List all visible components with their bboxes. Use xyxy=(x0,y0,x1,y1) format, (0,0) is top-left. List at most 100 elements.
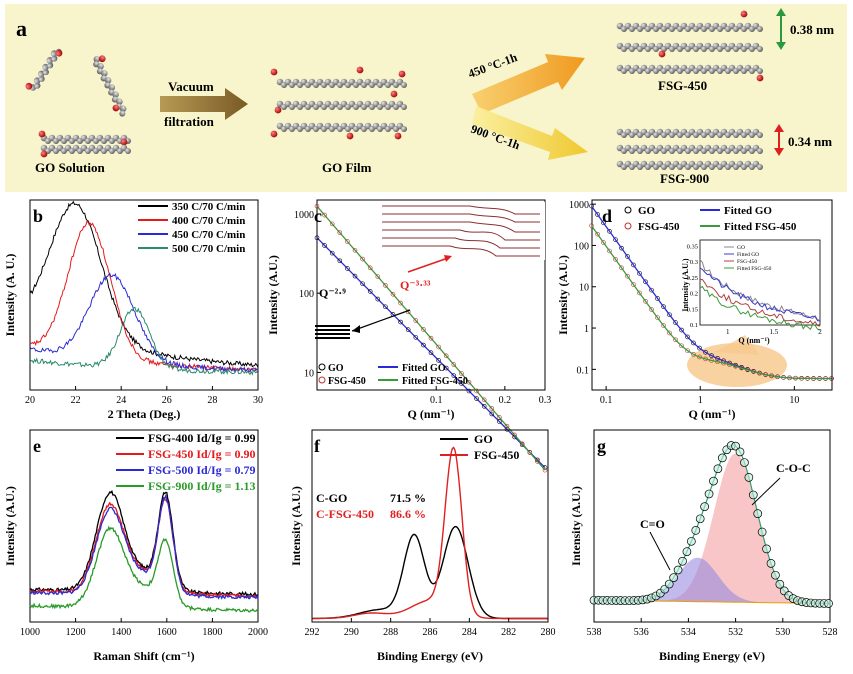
oxygen-atom xyxy=(346,132,354,140)
carbon-atom xyxy=(108,84,116,91)
data-point xyxy=(459,381,464,386)
legend-label: FSG-450 xyxy=(638,221,680,233)
data-point xyxy=(345,266,350,271)
legend-label: 500 C/70 C/min xyxy=(172,243,245,255)
data-point xyxy=(519,441,525,447)
panel-d-zoom-wedge xyxy=(715,335,760,355)
fsg900-layer xyxy=(616,128,763,138)
inset-y-tick: 0.1 xyxy=(690,322,698,329)
panel-c: c Q⁻²·⁹ Q⁻³·³³ GO FSG-450 Fitted GO Fitted … xyxy=(266,199,552,473)
carbon-atom xyxy=(112,91,119,98)
carbon-atom xyxy=(42,63,49,71)
data-point xyxy=(700,502,709,511)
legend-label: 350 C/70 C/min xyxy=(172,201,245,213)
data-point xyxy=(607,228,612,234)
inset-x-tick: 2 xyxy=(818,328,822,336)
panel-f-curves xyxy=(312,446,548,620)
spacing-arrow-900 xyxy=(774,124,784,156)
x-tick-label: 538 xyxy=(587,627,602,638)
legend-label: FSG-400 Id/Ig = 0.99 xyxy=(148,431,256,445)
data-point xyxy=(691,352,696,357)
panel-g-coc-label: C-O-C xyxy=(776,461,811,475)
legend-label: FSG-900 Id/Ig = 1.13 xyxy=(148,479,256,493)
inset-y-tick: 0.2 xyxy=(690,291,698,298)
panel-f-xlabel: Binding Energy (eV) xyxy=(377,649,483,663)
panel-c-ylabel: Intensity (A.U.) xyxy=(266,255,280,335)
data-point xyxy=(697,354,702,360)
carbon-atom xyxy=(51,55,58,62)
panel-f-xticks: 292 290 288 286 284 282 280 xyxy=(305,618,556,638)
legend-label: 450 C/70 C/min xyxy=(172,229,245,241)
data-point xyxy=(512,432,517,438)
legend-label: Fitted FSG-450 xyxy=(402,376,468,387)
panel-c-q-exponent-fsg: Q⁻³·³³ xyxy=(400,278,431,292)
legend-label: 400 C/70 C/min xyxy=(172,215,245,227)
legend-label: FSG-500 Id/Ig = 0.79 xyxy=(148,463,256,477)
oxygen-atom xyxy=(120,138,128,146)
data-point xyxy=(337,230,343,235)
legend-label: GO xyxy=(474,432,493,446)
fsg450-layer xyxy=(616,10,763,32)
inset-x-tick: 1.5 xyxy=(769,328,778,336)
panel-g-frame xyxy=(593,429,831,623)
x-tick-label: 1000 xyxy=(20,627,40,638)
panel-a-background xyxy=(5,4,847,192)
oxygen-atom xyxy=(55,49,63,57)
data-point xyxy=(459,371,464,376)
inset-series-1 xyxy=(699,267,821,322)
data-point xyxy=(649,287,654,293)
x-tick-label: 26 xyxy=(162,395,172,406)
inset-series-3 xyxy=(699,285,821,331)
data-point xyxy=(673,337,678,343)
go-flake xyxy=(25,48,63,91)
arrow-900 xyxy=(472,106,588,160)
data-point xyxy=(601,220,606,226)
data-point xyxy=(697,345,702,351)
x-tick-label: 290 xyxy=(344,627,359,638)
oxygen-atom xyxy=(270,68,278,76)
panel-e-curves xyxy=(29,489,259,613)
oxygen-atom xyxy=(40,150,48,158)
vacuum-label: Vacuum xyxy=(168,79,214,94)
panel-d-letter: d xyxy=(602,206,612,226)
panel-c-frame xyxy=(316,199,546,391)
data-point xyxy=(678,556,687,566)
x-tick-label: 0.3 xyxy=(539,395,552,406)
data-point xyxy=(664,579,674,589)
data-point xyxy=(383,304,388,310)
data-point xyxy=(637,271,642,276)
panel-c-inset-curves xyxy=(380,202,545,260)
data-point xyxy=(757,527,767,537)
data-point xyxy=(625,273,630,279)
go-film-label: GO Film xyxy=(322,160,372,175)
data-point xyxy=(535,459,540,464)
carbon-atom xyxy=(33,77,41,85)
data-point xyxy=(695,514,705,524)
panel-b-legend: 350 C/70 C/min 400 C/70 C/min 450 C/70 C/m… xyxy=(138,201,245,255)
data-point xyxy=(367,289,373,294)
series-3 xyxy=(29,306,259,376)
data-point xyxy=(643,279,648,285)
inset-y-tick: 0.15 xyxy=(687,306,698,313)
data-point xyxy=(436,344,441,350)
series-0 xyxy=(29,489,259,597)
carbon-atom xyxy=(97,63,104,70)
data-point xyxy=(504,423,510,429)
data-point xyxy=(322,243,327,248)
carbon-atom xyxy=(125,148,131,154)
data-point xyxy=(748,490,758,500)
data-point xyxy=(771,570,780,580)
series-0 xyxy=(29,200,259,368)
panel-g-xlabel: Binding Energy (eV) xyxy=(659,649,765,663)
fit-line-0 xyxy=(316,237,546,469)
x-tick-label: 0.2 xyxy=(499,395,512,406)
data-point xyxy=(451,373,457,378)
panel-g-curves xyxy=(589,441,833,608)
panel-d-plot xyxy=(589,203,834,381)
filtration-label: filtration xyxy=(164,114,215,129)
oxygen-atom xyxy=(390,90,398,98)
data-point xyxy=(481,397,487,403)
oxygen-atom xyxy=(394,132,402,140)
panel-b: b 350 C/70 C/min 400 C/70 C/min 450 C/70 C… xyxy=(3,199,263,421)
